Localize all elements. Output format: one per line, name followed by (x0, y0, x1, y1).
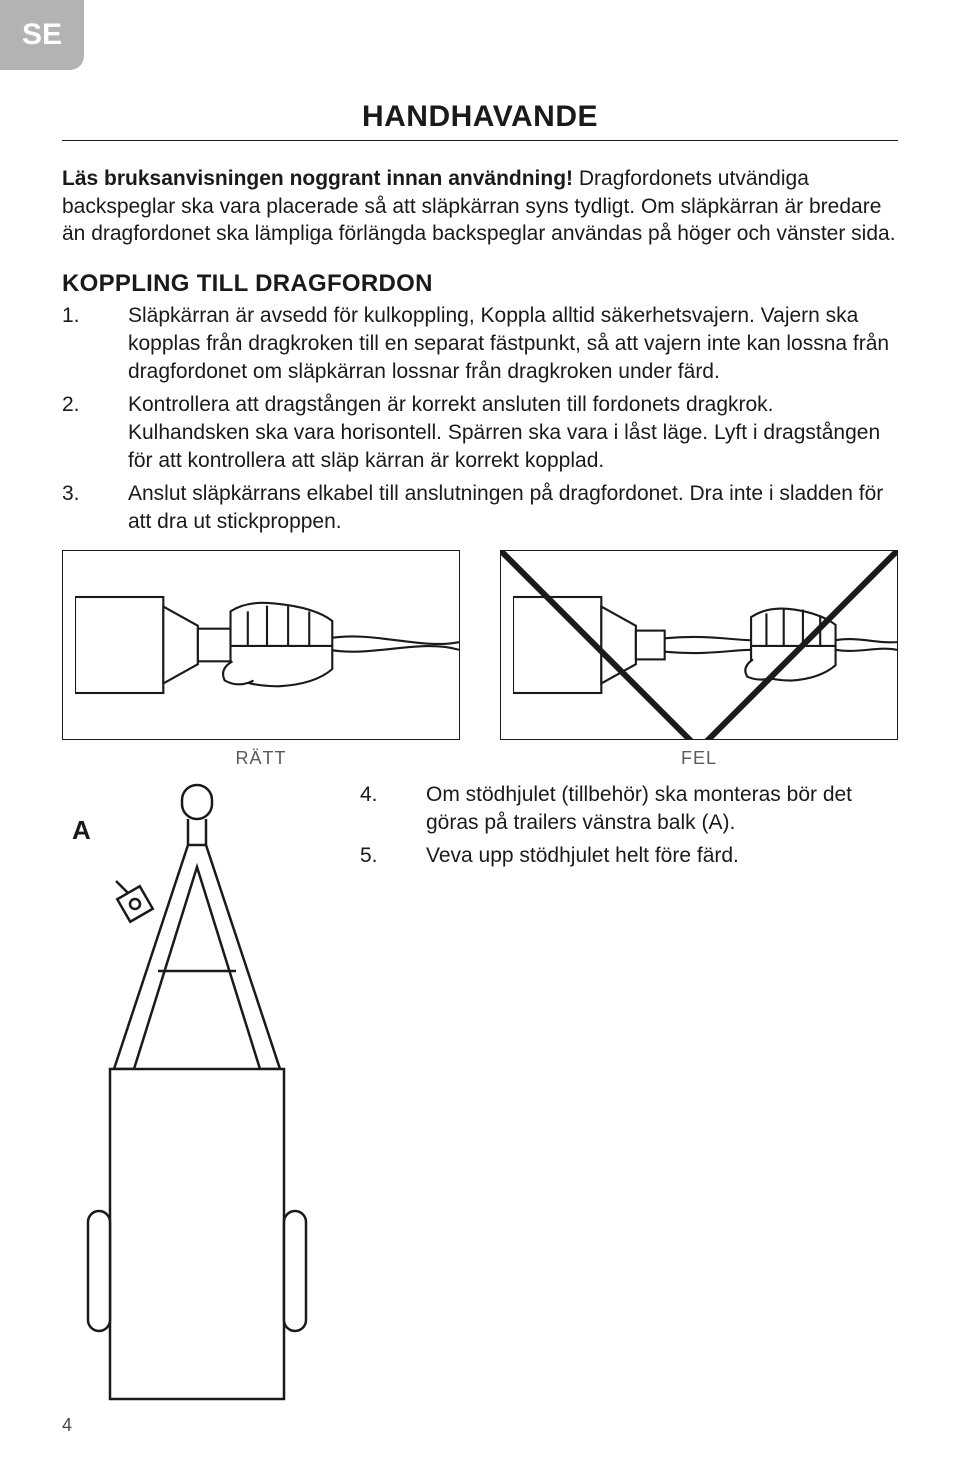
step-text: Om stödhjulet (tillbehör) ska monteras b… (426, 781, 898, 836)
intro-bold: Läs bruksanvisningen noggrant innan anvä… (62, 167, 573, 190)
step-number: 3. (62, 480, 128, 535)
steps-bottom-list: 4. Om stödhjulet (tillbehör) ska montera… (360, 781, 898, 1406)
step-number: 1. (62, 302, 128, 385)
list-item: 1. Släpkärran är avsedd för kulkoppling,… (62, 302, 898, 385)
step-number: 5. (360, 842, 426, 870)
list-item: 5. Veva upp stödhjulet helt före färd. (360, 842, 898, 870)
step-number: 4. (360, 781, 426, 836)
figure-frame (500, 550, 898, 740)
steps-top-list: 1. Släpkärran är avsedd för kulkoppling,… (62, 302, 898, 536)
intro-paragraph: Läs bruksanvisningen noggrant innan anvä… (62, 165, 898, 248)
step-text: Kontrollera att dragstången är korrekt a… (128, 391, 898, 474)
step-text: Veva upp stödhjulet helt före färd. (426, 842, 898, 870)
plug-correct-icon (75, 551, 459, 739)
figure-correct: RÄTT (62, 550, 460, 769)
trailer-diagram: A (62, 781, 332, 1406)
diagram-label-a: A (72, 815, 91, 846)
list-item: 4. Om stödhjulet (tillbehör) ska montera… (360, 781, 898, 836)
step-text: Släpkärran är avsedd för kulkoppling, Ko… (128, 302, 898, 385)
lower-row: A (62, 781, 898, 1406)
figure-wrong: FEL (500, 550, 898, 769)
step-number: 2. (62, 391, 128, 474)
figure-label-correct: RÄTT (62, 748, 460, 769)
language-tab: SE (0, 0, 84, 70)
figure-label-wrong: FEL (500, 748, 898, 769)
figure-frame (62, 550, 460, 740)
list-item: 2. Kontrollera att dragstången är korrek… (62, 391, 898, 474)
page-title: HANDHAVANDE (62, 100, 898, 141)
trailer-top-icon (62, 781, 332, 1401)
plug-wrong-icon (513, 551, 897, 739)
page-number: 4 (62, 1415, 72, 1436)
figures-row: RÄTT (62, 550, 898, 769)
page-content: HANDHAVANDE Läs bruksanvisningen noggran… (62, 100, 898, 1406)
step-text: Anslut släpkärrans elkabel till anslutni… (128, 480, 898, 535)
list-item: 3. Anslut släpkärrans elkabel till anslu… (62, 480, 898, 535)
section-title: KOPPLING TILL DRAGFORDON (62, 270, 898, 298)
